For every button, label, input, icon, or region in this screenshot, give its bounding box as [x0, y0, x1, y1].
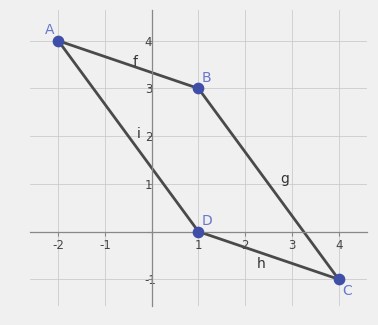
Text: A: A	[45, 23, 54, 37]
Text: D: D	[201, 214, 212, 228]
Point	[55, 38, 61, 43]
Text: h: h	[257, 257, 266, 271]
Text: C: C	[342, 284, 352, 298]
Text: B: B	[202, 71, 212, 85]
Text: g: g	[280, 172, 289, 186]
Point	[195, 229, 201, 234]
Point	[195, 86, 201, 91]
Text: i: i	[137, 127, 141, 141]
Point	[336, 277, 342, 282]
Text: f: f	[133, 55, 138, 69]
